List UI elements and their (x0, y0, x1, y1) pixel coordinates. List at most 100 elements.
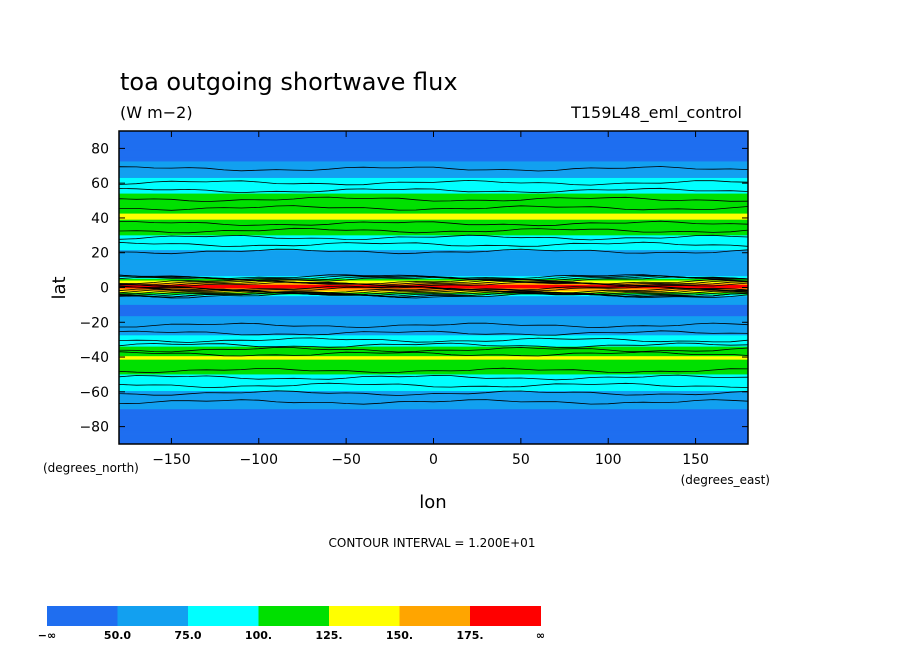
contour-line (119, 166, 748, 172)
flux-band (119, 139, 748, 142)
flux-band (119, 257, 748, 260)
flux-band (119, 264, 748, 266)
y-tick-label: 80 (91, 141, 109, 157)
x-tick-label: 0 (429, 452, 438, 468)
contour-line (119, 367, 748, 374)
flux-band (119, 272, 748, 275)
flux-band (119, 144, 748, 147)
experiment-label: T159L48_eml_control (570, 103, 742, 123)
flux-band (119, 224, 748, 227)
flux-band (119, 404, 748, 406)
flux-band (119, 176, 748, 178)
flux-band (119, 335, 748, 337)
flux-band (119, 184, 748, 187)
flux-band (119, 397, 748, 399)
flux-band (119, 269, 748, 271)
colorbar-label: −∞ (38, 629, 56, 642)
flux-band (119, 387, 748, 389)
flux-band (119, 150, 748, 152)
flux-band (119, 159, 748, 162)
flux-band (119, 162, 748, 164)
flux-band (119, 137, 748, 140)
contour-line (119, 248, 748, 255)
chart-title: toa outgoing shortwave flux (120, 68, 458, 96)
flux-band (119, 239, 748, 242)
flux-band (119, 313, 748, 316)
flux-band (119, 205, 748, 208)
flux-band (119, 178, 748, 181)
flux-band (119, 385, 748, 388)
flux-band (119, 318, 748, 321)
flux-band (119, 317, 748, 320)
flux-band (119, 197, 748, 199)
contour-line (119, 289, 748, 296)
flux-band (119, 415, 748, 417)
contour-line (119, 279, 748, 286)
flux-band (119, 322, 748, 324)
flux-band (119, 361, 748, 363)
flux-band (119, 302, 748, 304)
flux-band (119, 213, 748, 216)
flux-band (119, 417, 748, 419)
y-units-label: (degrees_north) (43, 461, 139, 475)
flux-band (119, 419, 748, 422)
flux-band (119, 229, 748, 231)
flux-band (119, 386, 748, 389)
flux-band (119, 244, 748, 247)
colorbar-label: 150. (386, 629, 413, 642)
y-tick-label: 60 (91, 176, 109, 192)
flux-band (119, 414, 748, 416)
flux-band (119, 362, 748, 364)
flux-band (119, 164, 748, 166)
flux-band (119, 193, 748, 196)
flux-band (119, 137, 748, 139)
flux-band (119, 402, 748, 404)
flux-band (119, 353, 748, 356)
flux-band (119, 373, 748, 376)
flux-band (119, 254, 748, 256)
flux-band (119, 141, 748, 143)
chart-units: (W m−2) (120, 103, 193, 122)
x-tick-label: 150 (682, 452, 709, 468)
flux-band (119, 251, 748, 254)
flux-band (119, 165, 748, 168)
flux-band (119, 179, 748, 182)
flux-band (119, 158, 748, 161)
flux-band (119, 190, 748, 192)
flux-band (119, 408, 748, 410)
flux-band (119, 378, 748, 381)
flux-band (119, 304, 748, 306)
x-tick-label: −150 (152, 452, 190, 468)
flux-band (119, 257, 748, 259)
flux-band (119, 396, 748, 398)
contour-line (119, 288, 748, 295)
flux-band (119, 379, 748, 382)
flux-band (119, 431, 748, 434)
flux-band (119, 270, 748, 273)
flux-band (119, 423, 748, 425)
flux-band (119, 260, 748, 263)
flux-band (119, 167, 748, 169)
colorbar-swatch (470, 606, 541, 626)
flux-band (119, 347, 748, 349)
flux-band (119, 177, 748, 180)
flux-band (119, 370, 748, 373)
contour-line (119, 220, 748, 227)
flux-band (119, 164, 748, 167)
flux-band (119, 312, 748, 315)
y-tick-label: −40 (79, 350, 109, 366)
flux-band (119, 277, 748, 280)
flux-band (119, 149, 748, 151)
flux-band (119, 333, 748, 336)
flux-band (119, 144, 748, 146)
flux-band (119, 267, 748, 269)
contour-line (119, 337, 748, 343)
contour-line (119, 330, 748, 336)
contour-line (119, 187, 748, 194)
plot-area (118, 130, 749, 445)
flux-band (119, 201, 748, 203)
y-axis-label: lat (49, 276, 70, 299)
flux-band (119, 163, 748, 165)
flux-band (119, 321, 748, 323)
flux-band (119, 222, 748, 224)
